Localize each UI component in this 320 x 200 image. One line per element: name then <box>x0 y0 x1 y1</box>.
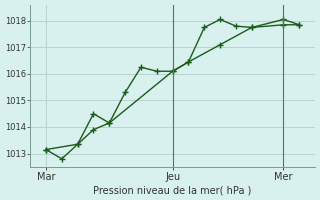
X-axis label: Pression niveau de la mer( hPa ): Pression niveau de la mer( hPa ) <box>93 185 252 195</box>
